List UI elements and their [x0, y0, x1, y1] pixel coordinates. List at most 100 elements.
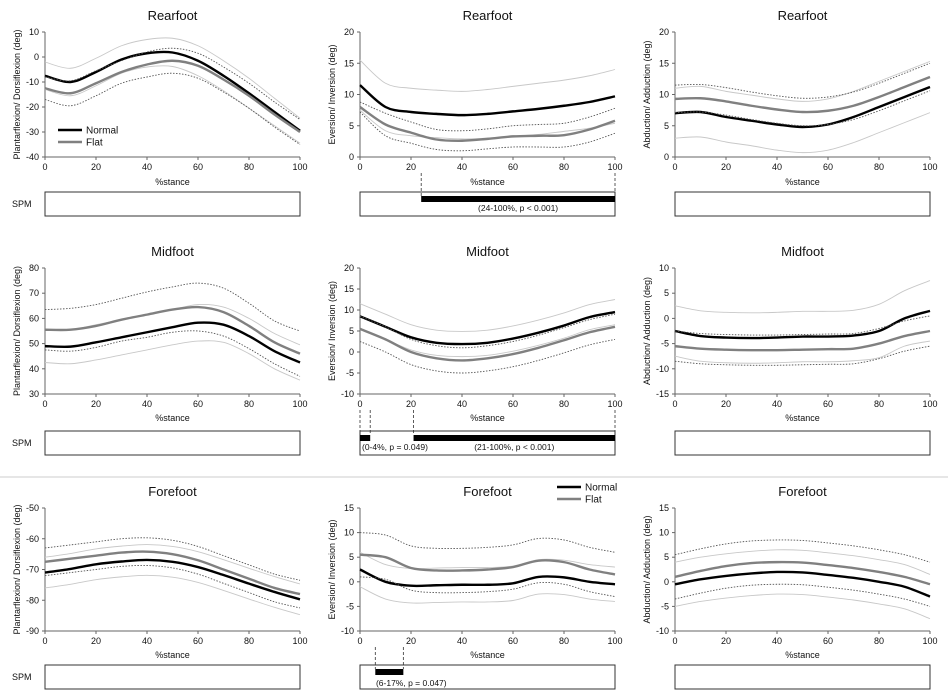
y-tick-label: -10 [341, 626, 354, 636]
series-normal-lower-bound [674, 593, 931, 620]
x-tick-label: 80 [874, 636, 884, 646]
series-flat-upper-bound [674, 539, 931, 563]
y-tick-label: 10 [659, 90, 669, 100]
series-flat-lower-bound [44, 330, 301, 377]
x-tick-label: 80 [559, 399, 569, 409]
x-tick-label: 40 [457, 399, 467, 409]
panel-title: Forefoot [148, 484, 197, 499]
y-tick-label: 70 [29, 288, 39, 298]
x-tick-label: 80 [559, 162, 569, 172]
x-tick-label: 60 [193, 162, 203, 172]
y-tick-label: 15 [344, 58, 354, 68]
y-tick-label: 15 [659, 503, 669, 513]
series-normal-upper-bound [674, 60, 931, 102]
y-tick-label: 5 [664, 552, 669, 562]
panel-title: Rearfoot [778, 8, 828, 23]
spm-box-forefoot-frontal: (6-17%, p = 0.047) [359, 647, 616, 690]
y-tick-label: -70 [26, 565, 39, 575]
x-tick-label: 40 [142, 162, 152, 172]
spm-box-frame [44, 664, 301, 690]
series-normal-lower-bound [674, 112, 931, 154]
spm-box-frame [674, 191, 931, 217]
y-tick-label: 10 [29, 27, 39, 37]
spm-box-frame [359, 191, 616, 217]
series-normal-mean-line [44, 558, 301, 601]
x-tick-label: 80 [559, 636, 569, 646]
y-axis-label: Plantarflexion/ Dorsiflexion (deg) [12, 504, 22, 634]
x-tick-label: 80 [874, 399, 884, 409]
series-normal-mean-line [359, 84, 616, 117]
x-axis-label: %stance [785, 177, 820, 187]
x-tick-label: 80 [244, 399, 254, 409]
spm-box-rearfoot-sagittal [44, 191, 301, 217]
panel-midfoot-sagittal: Midfoot 30 40 50 60 70 80 0 20 40 60 80 100 %stance Pl… [12, 244, 308, 456]
series-normal-upper-bound [44, 37, 301, 119]
x-axis-label: %stance [155, 413, 190, 423]
x-tick-label: 20 [91, 636, 101, 646]
x-tick-label: 40 [772, 399, 782, 409]
panel-title: Forefoot [778, 484, 827, 499]
y-tick-label: -10 [656, 364, 669, 374]
y-tick-label: 20 [344, 27, 354, 37]
x-tick-label: 40 [457, 162, 467, 172]
series-flat-lower-bound [44, 564, 301, 609]
y-tick-label: 5 [664, 121, 669, 131]
x-tick-label: 40 [457, 636, 467, 646]
x-tick-label: 0 [357, 399, 362, 409]
y-tick-label: 20 [344, 263, 354, 273]
panel-title: Midfoot [466, 244, 509, 259]
spm-row-label-rearfoot: SPM [12, 199, 32, 209]
series-normal-lower-bound [674, 340, 931, 364]
y-axis-label: Abduction/ Adduction (deg) [642, 40, 652, 148]
panel-title: Rearfoot [463, 8, 513, 23]
y-tick-label: 15 [659, 58, 669, 68]
spm-annotation: (0-4%, p = 0.049) [362, 442, 428, 452]
series-flat-upper-bound [359, 313, 616, 349]
y-tick-label: -10 [341, 389, 354, 399]
series-flat-upper-bound [44, 537, 301, 581]
spm-annotation: (24-100%, p < 0.001) [478, 203, 558, 213]
x-tick-label: 100 [292, 399, 307, 409]
x-tick-label: 20 [91, 162, 101, 172]
series-flat-lower-bound [359, 338, 616, 374]
panel-title: Midfoot [781, 244, 824, 259]
y-tick-label: -5 [346, 368, 354, 378]
y-tick-label: -60 [26, 534, 39, 544]
spm-significance-bar [421, 196, 615, 202]
y-tick-label: 0 [34, 52, 39, 62]
spm-significance-bar [360, 435, 371, 441]
x-tick-label: 60 [193, 636, 203, 646]
series-flat-mean-line [359, 106, 616, 142]
x-tick-label: 0 [672, 636, 677, 646]
series-flat-mean-line [359, 325, 616, 362]
y-axis-label: Plantarflexion/ Dorsiflexion (deg) [12, 266, 22, 396]
y-axis-label: Eversion/ Inversion (deg) [327, 281, 337, 381]
series-normal-mean-line [674, 85, 931, 129]
series-normal-mean-line [44, 321, 301, 364]
spm-significance-bar [375, 669, 404, 675]
x-axis-label: %stance [470, 650, 505, 660]
y-tick-label: 0 [664, 577, 669, 587]
series-flat-lower-bound [674, 583, 931, 607]
panel-forefoot-transverse: Forefoot -10 -5 0 5 10 15 0 20 40 60 80 100 %stance Ab… [642, 484, 938, 690]
y-tick-label: 15 [344, 284, 354, 294]
panel-title: Rearfoot [148, 8, 198, 23]
y-tick-label: -5 [661, 339, 669, 349]
spm-box-midfoot-transverse [674, 430, 931, 456]
x-tick-label: 20 [406, 162, 416, 172]
x-tick-label: 100 [922, 162, 937, 172]
x-tick-label: 100 [292, 636, 307, 646]
y-tick-label: 10 [344, 90, 354, 100]
x-axis-label: %stance [785, 413, 820, 423]
x-tick-label: 0 [357, 636, 362, 646]
spm-box-frame [44, 191, 301, 217]
spm-box-forefoot-sagittal [44, 664, 301, 690]
x-axis-label: %stance [470, 177, 505, 187]
legend-flat-label: Flat [585, 495, 602, 506]
legend-flat-label: Flat [86, 138, 103, 149]
x-tick-label: 40 [772, 162, 782, 172]
y-tick-label: 5 [349, 552, 354, 562]
series-normal-upper-bound [674, 549, 931, 575]
x-tick-label: 20 [721, 162, 731, 172]
spm-box-midfoot-frontal: (0-4%, p = 0.049) (21-100%, p < 0.001) [359, 410, 616, 456]
